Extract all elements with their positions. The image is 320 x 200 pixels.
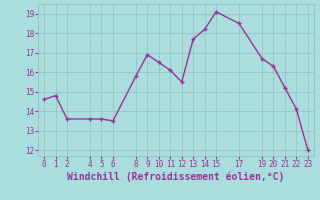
X-axis label: Windchill (Refroidissement éolien,°C): Windchill (Refroidissement éolien,°C) xyxy=(67,172,285,182)
